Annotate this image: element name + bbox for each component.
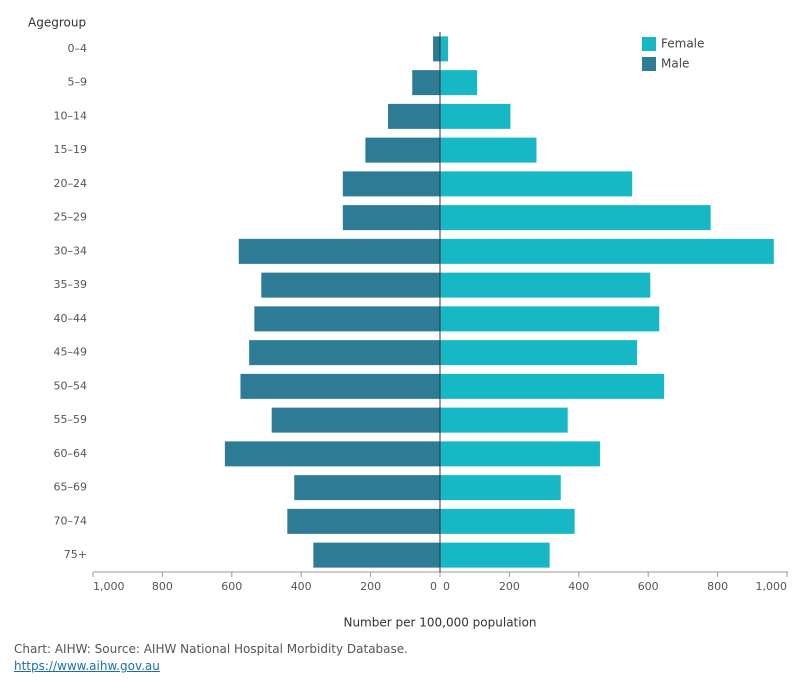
y-tick-label: 65–69: [54, 481, 88, 494]
bar: [440, 441, 600, 467]
bar: [387, 103, 440, 129]
x-tick-label: 0: [430, 580, 437, 593]
legend-label: Male: [661, 57, 689, 71]
bar: [440, 373, 665, 399]
x-tick-label: 800: [707, 580, 728, 593]
bar: [224, 441, 440, 467]
x-tick-label: 1,000: [93, 580, 125, 593]
bar: [440, 542, 550, 568]
y-tick-label: 15–19: [54, 143, 88, 156]
bar: [294, 475, 440, 501]
bar: [440, 238, 774, 264]
x-tick-label: 800: [152, 580, 173, 593]
x-tick-label: 400: [291, 580, 312, 593]
y-tick-label: 0–4: [68, 42, 88, 55]
bar: [440, 272, 651, 298]
bar: [440, 70, 478, 96]
legend-label: Female: [661, 37, 704, 51]
x-tick-label: 1,000: [756, 580, 788, 593]
bar: [440, 508, 575, 534]
bar: [440, 171, 633, 197]
y-tick-label: 30–34: [54, 244, 88, 257]
bar: [313, 542, 440, 568]
y-tick-label: 5–9: [68, 76, 88, 89]
bar: [440, 205, 711, 231]
bar: [440, 103, 511, 129]
bar: [440, 36, 448, 62]
y-tick-label: 55–59: [54, 413, 88, 426]
x-tick-label: 0: [443, 580, 450, 593]
bar: [238, 238, 440, 264]
bar: [249, 340, 440, 366]
y-axis-title: Agegroup: [28, 16, 86, 30]
legend-swatch: [642, 57, 656, 71]
y-tick-label: 60–64: [54, 447, 88, 460]
y-tick-label: 10–14: [54, 109, 88, 122]
x-tick-label: 200: [360, 580, 381, 593]
x-tick-label: 600: [221, 580, 242, 593]
x-tick-label: 200: [499, 580, 520, 593]
y-tick-label: 70–74: [54, 514, 88, 527]
bar: [440, 306, 660, 332]
y-tick-label: 25–29: [54, 211, 88, 224]
y-tick-label: 50–54: [54, 379, 88, 392]
bar: [440, 340, 638, 366]
y-tick-label: 75+: [64, 548, 87, 561]
bar: [287, 508, 440, 534]
bar: [365, 137, 440, 163]
bar: [342, 205, 440, 231]
bar: [440, 407, 568, 433]
source-link[interactable]: https://www.aihw.gov.au: [14, 659, 160, 673]
chart: Agegroup Number per 100,000 population 0…: [28, 16, 788, 630]
x-tick-label: 400: [568, 580, 589, 593]
bar: [271, 407, 440, 433]
y-tick-label: 20–24: [54, 177, 88, 190]
bar: [433, 36, 440, 62]
bar: [440, 475, 561, 501]
legend-swatch: [642, 37, 656, 51]
source-note: Chart: AIHW: Source: AIHW National Hospi…: [14, 642, 408, 656]
bar: [412, 70, 440, 96]
y-tick-label: 40–44: [54, 312, 88, 325]
y-tick-label: 35–39: [54, 278, 88, 291]
bar: [440, 137, 537, 163]
y-tick-label: 45–49: [54, 346, 88, 359]
bar: [240, 373, 440, 399]
x-axis-title: Number per 100,000 population: [343, 616, 536, 630]
bar: [254, 306, 440, 332]
bar: [342, 171, 440, 197]
x-tick-label: 600: [638, 580, 659, 593]
bar: [261, 272, 440, 298]
